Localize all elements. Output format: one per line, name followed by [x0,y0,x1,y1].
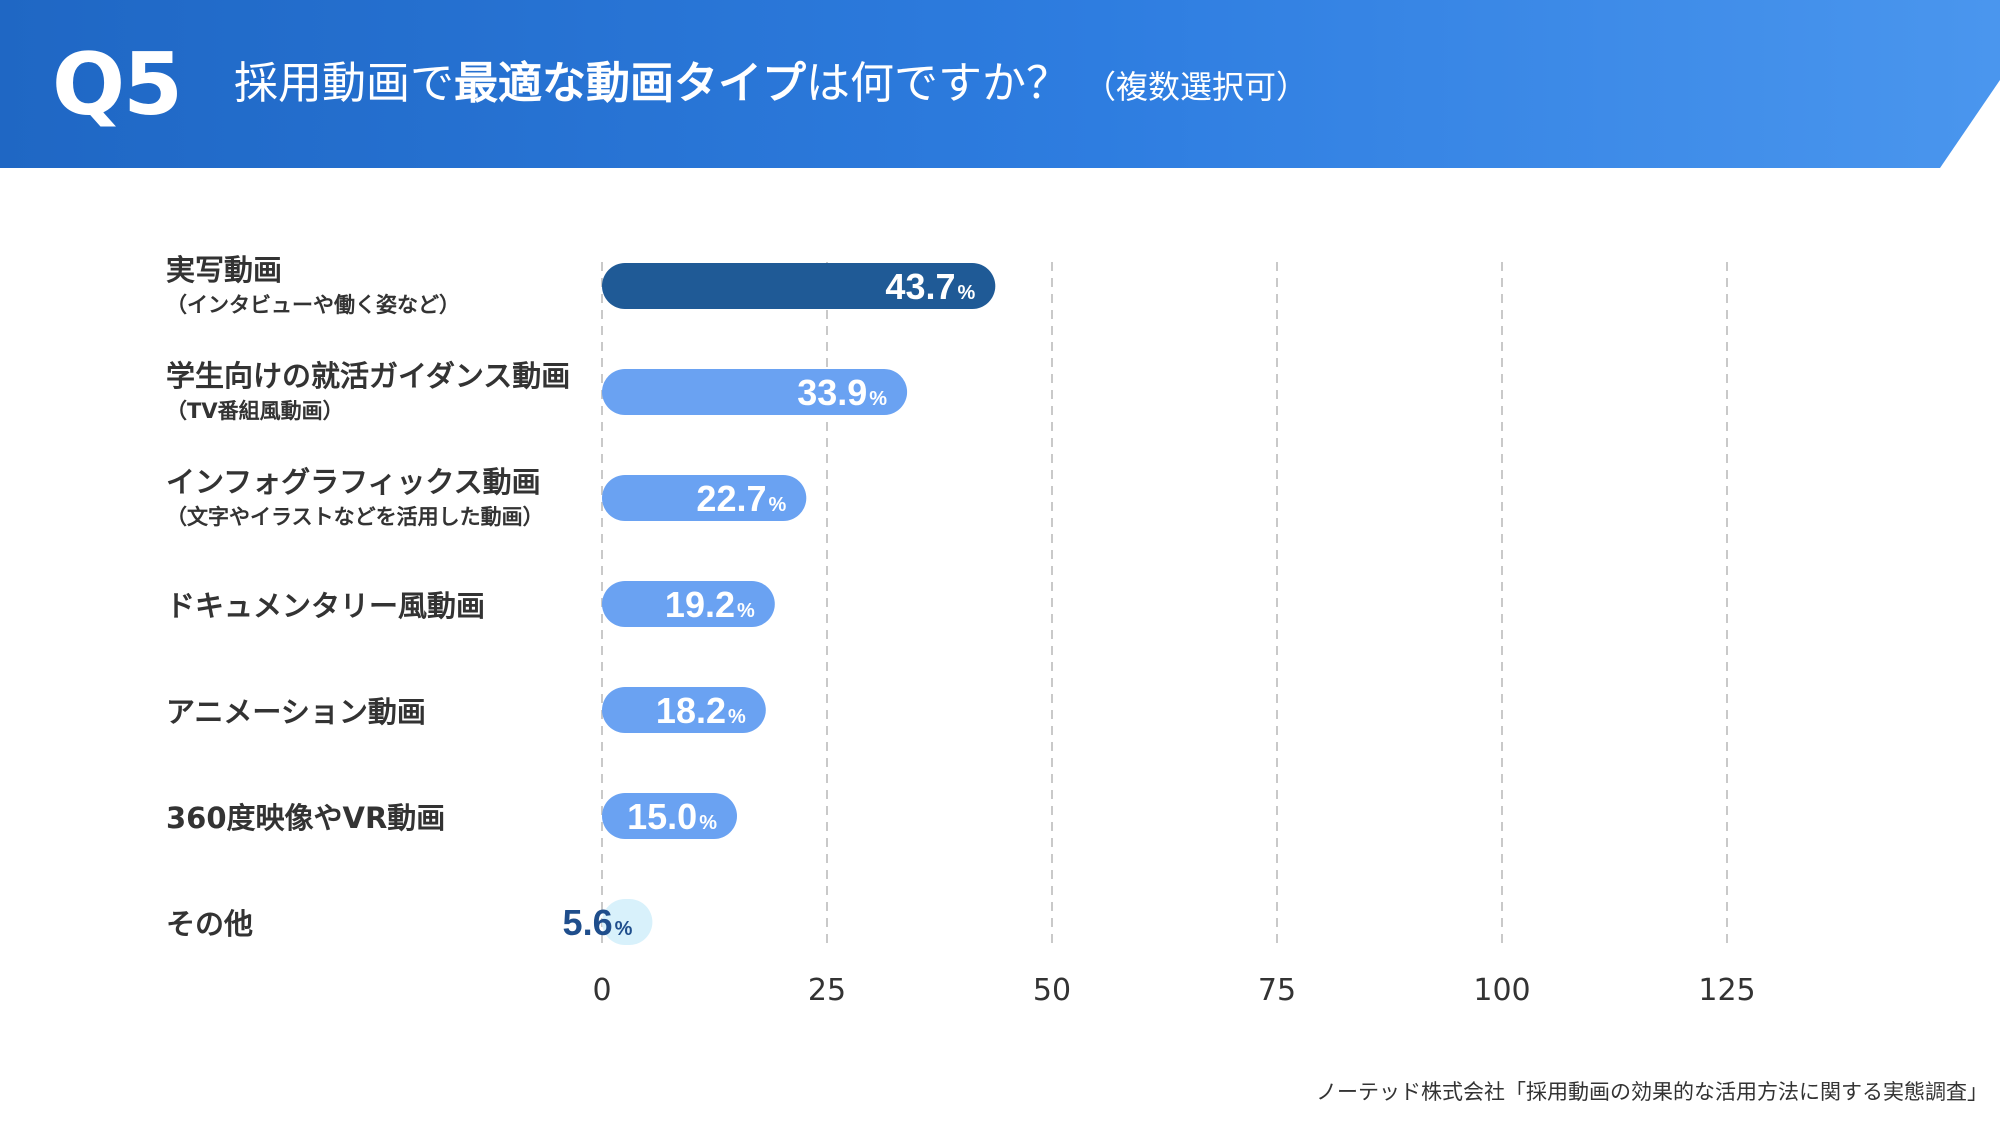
value-label: 18.2% [656,690,746,731]
x-tick-label: 125 [1698,973,1755,1008]
question-number: Q5 [52,35,183,135]
x-tick-label: 25 [808,973,846,1008]
x-tick-label: 50 [1033,973,1071,1008]
x-tick-label: 0 [592,973,611,1008]
value-label: 43.7% [885,266,975,307]
bar [602,793,737,839]
value-label: 22.7% [696,478,786,519]
category-sublabel: （インタビューや働く姿など） [166,293,460,317]
x-tick-label: 75 [1258,973,1296,1008]
title-note: （複数選択可） [1084,68,1309,106]
title-part1: 採用動画で [234,58,454,109]
category-sublabel: （文字やイラストなどを活用した動画） [166,505,544,529]
question-title: 採用動画で最適な動画タイプは何ですか？ （複数選択可） [234,52,1308,119]
bar [602,369,908,415]
source-note: ノーテッド株式会社「採用動画の効果的な活用方法に関する実態調査」 [1316,1080,1988,1104]
category-label: 360度映像やVR動画 [166,801,445,835]
header-banner [0,0,2000,168]
value-label: 19.2% [665,584,755,625]
value-label: 15.0% [627,796,717,837]
category-label: インフォグラフィックス動画 [166,465,541,499]
bar [602,581,775,627]
value-label: 33.9% [797,372,887,413]
bar [602,687,766,733]
category-label: アニメーション動画 [166,695,426,729]
value-label: 5.6% [563,902,633,943]
bar [602,263,996,309]
bar [602,475,807,521]
category-label: 実写動画 [166,253,282,287]
category-sublabel: （TV番組風動画） [166,399,344,423]
bar [602,899,653,945]
category-label: 学生向けの就活ガイダンス動画 [166,359,570,393]
title-bold: 最適な動画タイプ [454,58,806,109]
category-label: その他 [166,907,253,941]
title-part2: は何ですか？ [806,58,1070,109]
category-label: ドキュメンタリー風動画 [166,589,485,623]
x-tick-label: 100 [1473,973,1530,1008]
